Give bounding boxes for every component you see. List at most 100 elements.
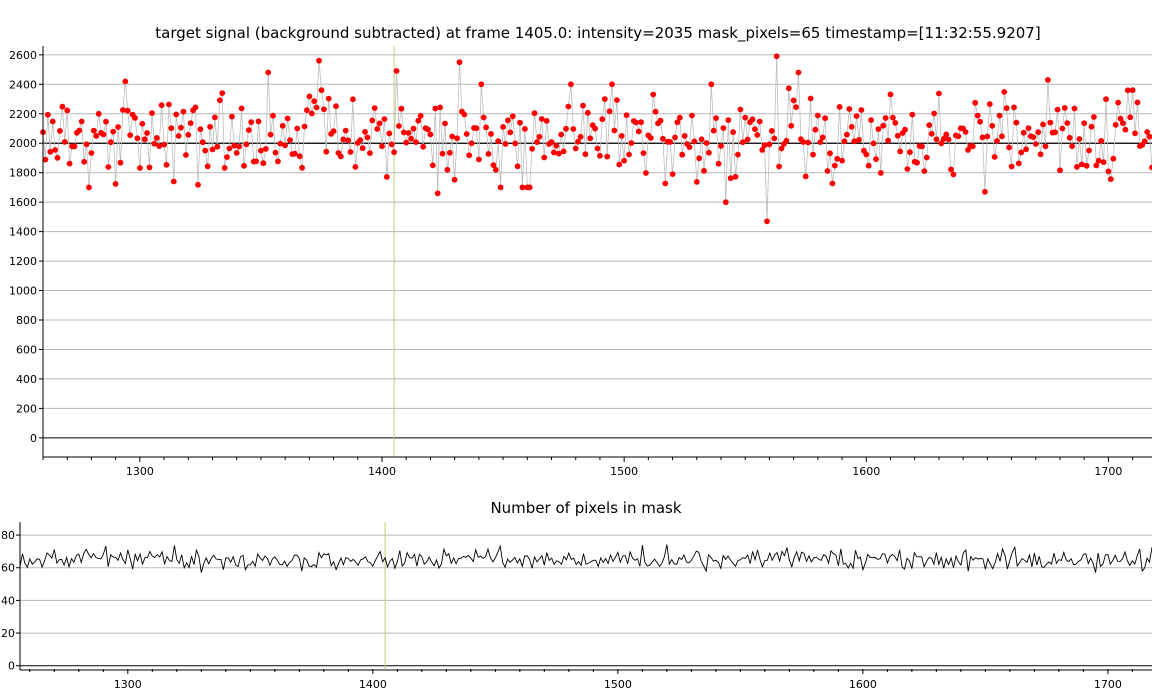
intensity-point bbox=[616, 161, 623, 168]
intensity-point bbox=[720, 125, 727, 131]
intensity-point bbox=[386, 130, 393, 137]
intensity-point bbox=[1132, 130, 1138, 137]
intensity-point bbox=[669, 171, 676, 178]
intensity-point bbox=[71, 143, 78, 150]
intensity-point bbox=[643, 170, 649, 176]
intensity-point bbox=[560, 148, 567, 155]
intensity-point bbox=[197, 126, 204, 133]
intensity-point bbox=[551, 149, 557, 156]
intensity-point bbox=[531, 110, 538, 117]
intensity-point bbox=[831, 162, 838, 169]
intensity-point bbox=[766, 141, 773, 148]
intensity-point bbox=[822, 115, 828, 122]
intensity-point bbox=[1146, 133, 1152, 140]
intensity-point bbox=[1052, 129, 1058, 136]
intensity-point bbox=[444, 166, 451, 173]
intensity-point bbox=[1011, 104, 1017, 111]
intensity-point bbox=[611, 127, 618, 134]
intensity-point bbox=[76, 127, 83, 134]
intensity-point bbox=[863, 151, 870, 158]
intensity-point bbox=[708, 81, 715, 88]
intensity-point bbox=[626, 151, 632, 158]
intensity-point bbox=[1037, 151, 1044, 158]
y-tick-label: 20 bbox=[1, 627, 15, 640]
x-tick-label: 1400 bbox=[359, 678, 387, 691]
intensity-point bbox=[299, 164, 305, 171]
intensity-point bbox=[1013, 119, 1020, 126]
intensity-point bbox=[727, 175, 734, 182]
intensity-point bbox=[1069, 143, 1075, 150]
intensity-point bbox=[207, 123, 214, 130]
intensity-point bbox=[393, 68, 400, 74]
intensity-point bbox=[1103, 96, 1109, 103]
intensity-point bbox=[623, 112, 630, 119]
intensity-point bbox=[156, 143, 163, 150]
intensity-point bbox=[1023, 146, 1029, 153]
intensity-point bbox=[841, 138, 848, 145]
intensity-point bbox=[1129, 87, 1136, 94]
intensity-point bbox=[480, 114, 487, 121]
y-tick-label: 1800 bbox=[9, 167, 37, 180]
intensity-point bbox=[54, 154, 61, 161]
intensity-point bbox=[577, 133, 584, 140]
intensity-point bbox=[78, 118, 85, 125]
intensity-panel[interactable]: target signal (background subtracted) at… bbox=[9, 24, 1152, 478]
intensity-point bbox=[814, 112, 821, 119]
intensity-point bbox=[885, 137, 891, 144]
intensity-point bbox=[940, 135, 947, 142]
intensity-point bbox=[408, 135, 414, 142]
intensity-point bbox=[209, 146, 216, 153]
intensity-point bbox=[379, 143, 385, 150]
intensity-point bbox=[512, 140, 519, 147]
intensity-point bbox=[1025, 125, 1032, 131]
intensity-point bbox=[592, 125, 598, 132]
intensity-point bbox=[1083, 162, 1090, 169]
intensity-point bbox=[713, 115, 719, 121]
intensity-point bbox=[347, 149, 354, 155]
intensity-point bbox=[681, 133, 688, 139]
intensity-point bbox=[969, 143, 976, 150]
intensity-point bbox=[1076, 136, 1083, 142]
intensity-point bbox=[761, 142, 768, 149]
y-tick-label: 1000 bbox=[9, 285, 37, 298]
intensity-point bbox=[388, 141, 395, 148]
mask-pixels-panel[interactable]: Number of pixels in mask 0 20 40 60 80 1300 14… bbox=[1, 499, 1152, 691]
intensity-point bbox=[785, 85, 792, 92]
intensity-point bbox=[955, 133, 962, 140]
intensity-point bbox=[628, 140, 635, 147]
intensity-point bbox=[364, 134, 371, 141]
intensity-point bbox=[667, 139, 673, 145]
intensity-point bbox=[1124, 87, 1131, 94]
intensity-point bbox=[894, 132, 901, 139]
intensity-point bbox=[543, 118, 550, 124]
intensity-point bbox=[517, 119, 523, 126]
intensity-point bbox=[158, 102, 165, 109]
x-tick-label: 1600 bbox=[852, 465, 880, 478]
intensity-point bbox=[529, 145, 535, 152]
intensity-point bbox=[1074, 164, 1080, 170]
intensity-point bbox=[790, 97, 797, 104]
intensity-point bbox=[124, 107, 131, 114]
intensity-point bbox=[945, 136, 952, 143]
intensity-point bbox=[1093, 162, 1100, 169]
intensity-point bbox=[42, 156, 49, 163]
intensity-point bbox=[1088, 123, 1095, 130]
intensity-point bbox=[834, 155, 841, 162]
intensity-point bbox=[308, 110, 315, 117]
intensity-point bbox=[429, 162, 436, 169]
intensity-point bbox=[1134, 99, 1141, 106]
intensity-point bbox=[587, 135, 594, 142]
intensity-point bbox=[890, 114, 896, 121]
intensity-point bbox=[580, 102, 586, 109]
intensity-point bbox=[495, 138, 502, 145]
intensity-point bbox=[1057, 167, 1063, 174]
intensity-point bbox=[691, 138, 698, 145]
intensity-point bbox=[979, 134, 986, 141]
intensity-point bbox=[1144, 129, 1151, 135]
intensity-point bbox=[1020, 129, 1027, 136]
intensity-point bbox=[374, 126, 381, 132]
intensity-point bbox=[473, 125, 480, 132]
intensity-point bbox=[446, 149, 453, 156]
intensity-point bbox=[1107, 176, 1114, 183]
intensity-point bbox=[693, 179, 700, 185]
